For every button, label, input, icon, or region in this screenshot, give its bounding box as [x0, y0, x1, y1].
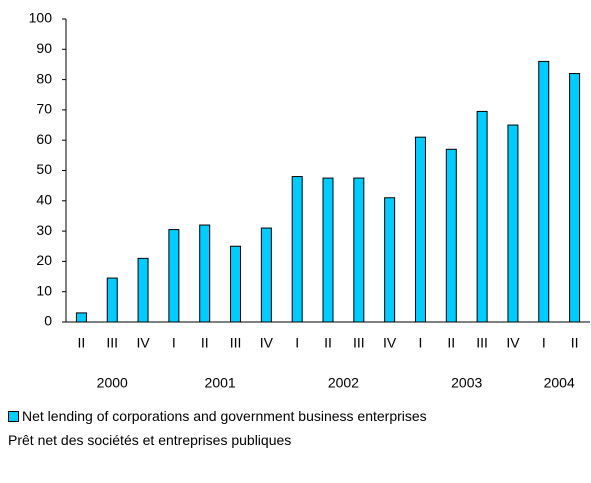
legend-swatch	[8, 411, 19, 422]
bar	[75, 312, 87, 323]
bar	[230, 245, 242, 323]
year-label: 2003	[451, 375, 482, 391]
x-tick-label: IV	[260, 335, 274, 351]
bar	[507, 124, 519, 323]
x-tick-label: I	[419, 335, 423, 351]
bar	[414, 136, 426, 323]
bar	[445, 148, 457, 323]
bar	[199, 224, 211, 323]
y-tick-label: 80	[36, 70, 52, 86]
bar	[476, 110, 488, 323]
legend: Net lending of corporations and governme…	[8, 404, 568, 452]
bar	[168, 229, 180, 323]
bar	[538, 60, 550, 323]
x-tick-label: I	[542, 335, 546, 351]
y-tick-label: 40	[36, 192, 52, 208]
x-tick-label: II	[201, 335, 209, 351]
y-tick-label: 60	[36, 131, 52, 147]
year-label: 2002	[328, 375, 359, 391]
year-label: 2004	[544, 375, 575, 391]
year-label: 2000	[97, 375, 128, 391]
bar	[569, 73, 581, 323]
x-tick-label: II	[571, 335, 579, 351]
legend-label: Net lending of corporations and governme…	[22, 408, 427, 424]
x-tick-label: IV	[383, 335, 397, 351]
y-tick-label: 70	[36, 101, 52, 117]
x-tick-label: I	[295, 335, 299, 351]
y-tick-label: 10	[36, 282, 52, 298]
bar	[291, 176, 303, 323]
x-tick-label: III	[106, 335, 118, 351]
bar	[260, 227, 272, 323]
x-tick-label: III	[476, 335, 488, 351]
x-tick-label: III	[230, 335, 242, 351]
bar	[353, 177, 365, 323]
y-tick-label: 50	[36, 161, 52, 177]
y-tick-label: 0	[44, 313, 52, 329]
y-tick-label: 20	[36, 252, 52, 268]
bar	[106, 277, 118, 323]
bar	[137, 257, 149, 323]
x-tick-label: III	[353, 335, 365, 351]
x-tick-label: II	[324, 335, 332, 351]
bar	[322, 177, 334, 323]
year-label: 2001	[205, 375, 236, 391]
y-tick-label: 90	[36, 40, 52, 56]
x-tick-label: I	[172, 335, 176, 351]
y-tick-label: 30	[36, 222, 52, 238]
x-tick-label: IV	[136, 335, 150, 351]
bar	[384, 197, 396, 323]
x-tick-label: II	[447, 335, 455, 351]
x-tick-label: II	[78, 335, 86, 351]
legend-entry: Net lending of corporations and governme…	[8, 404, 568, 428]
y-tick-label: 100	[29, 10, 53, 26]
x-tick-label: IV	[506, 335, 520, 351]
legend-label-fr: Prêt net des sociétés et entreprises pub…	[8, 432, 292, 448]
